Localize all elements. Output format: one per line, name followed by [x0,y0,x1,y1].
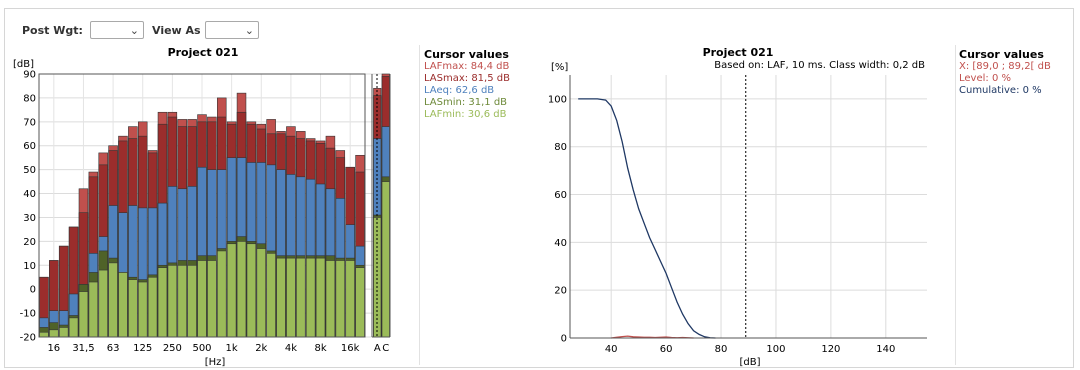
cursor-value: LASmax: 81,5 dB [424,73,510,84]
y-tick-label: 60 [554,190,567,201]
spectrum-x-label: [Hz] [205,357,226,368]
cursor-value: LAeq: 62,6 dB [424,85,495,96]
cursor-value: LASmin: 31,1 dB [424,97,508,108]
x-tick-label: 500 [192,343,211,354]
x-tick-label: 60 [660,344,673,355]
y-tick-label: 0 [561,334,567,345]
cursor-values-title: Cursor values [424,48,509,61]
x-tick-label: 120 [821,344,840,355]
x-tick-label: 125 [133,343,152,354]
chevron-down-icon: ⌄ [129,24,139,37]
post-weighting-label: Post Wgt: [22,24,83,37]
y-tick-label: 20 [23,237,36,248]
y-tick-label: 80 [23,93,36,104]
x-tick-label: 16 [47,343,60,354]
y-tick-label: 90 [23,70,36,81]
spectrum-y-label: [dB] [13,59,34,70]
statistics-subtitle: Based on: LAF, 10 ms. Class width: 0,2 d… [714,60,925,71]
cursor-value: X: [89,0 ; 89,2[ dB [959,61,1051,72]
statistics-y-label: [%] [551,62,568,73]
x-tick-label: A [374,343,381,354]
x-tick-label: 1k [226,343,238,354]
statistics-title: Project 021 [703,46,774,59]
x-tick-label: 100 [766,344,785,355]
cursor-values-list: LAFmax: 84,4 dB LASmax: 81,5 dB LAeq: 62,6… [424,61,510,121]
y-tick-label: 40 [23,189,36,200]
y-tick-label: 70 [23,117,36,128]
x-tick-label: 63 [107,343,120,354]
chevron-down-icon: ⌄ [244,24,254,37]
x-tick-label: C [382,343,389,354]
x-tick-label: 4k [285,343,297,354]
y-tick-label: 50 [23,165,36,176]
plot-frame [38,73,366,338]
y-tick-label: -20 [20,333,36,344]
y-tick-label: 60 [23,141,36,152]
panel-divider [419,45,420,365]
panel-divider [955,45,956,365]
y-tick-label: 0 [30,285,36,296]
statistics-x-label: [dB] [739,357,760,368]
x-tick-label: 40 [605,344,618,355]
x-tick-label: 250 [163,343,182,354]
post-weighting-select[interactable]: ⌄ [90,21,144,39]
x-tick-label: 16k [341,343,360,354]
cursor-value: LAFmax: 84,4 dB [424,61,510,72]
cursor-values-title: Cursor values [959,48,1044,61]
y-tick-label: -10 [20,309,36,320]
cursor-value: Level: 0 % [959,73,1011,84]
view-as-select[interactable]: ⌄ [205,21,259,39]
cursor-value: LAFmin: 30,6 dB [424,109,507,120]
y-tick-label: 80 [554,142,567,153]
x-tick-label: 80 [715,344,728,355]
x-tick-label: 31,5 [72,343,94,354]
spectrum-title: Project 021 [168,46,239,59]
x-tick-label: 140 [876,344,895,355]
y-tick-label: 30 [23,213,36,224]
y-tick-label: 40 [554,238,567,249]
series-line-cumulative [578,98,716,339]
y-tick-label: 100 [548,94,567,105]
y-tick-label: 20 [554,286,567,297]
y-tick-label: 10 [23,261,36,272]
x-tick-label: 8k [314,343,326,354]
x-tick-label: 2k [255,343,267,354]
cursor-value: Cumulative: 0 % [959,85,1042,96]
cursor-values-list: X: [89,0 ; 89,2[ dB Level: 0 % Cumulative:… [959,61,1051,97]
view-as-label: View As [152,24,201,37]
